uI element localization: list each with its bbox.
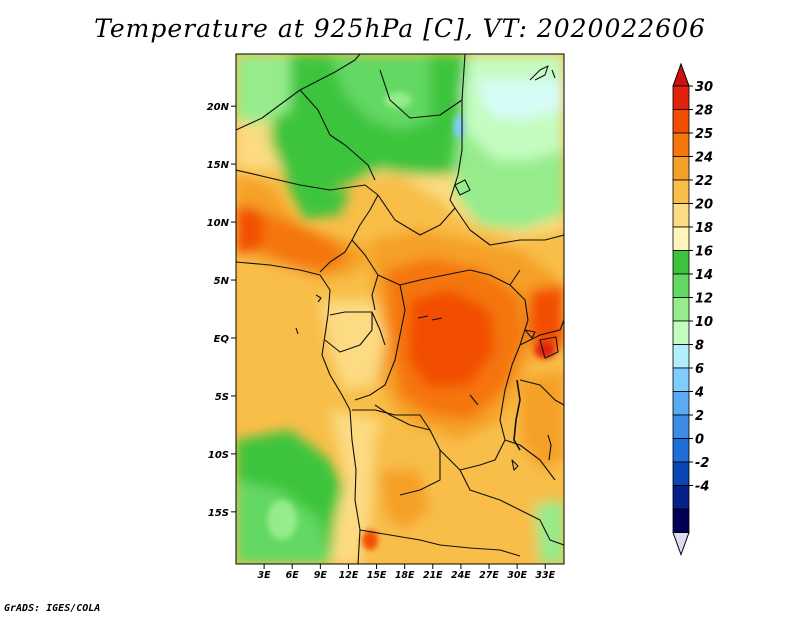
colorbar-label: 12 — [695, 292, 713, 307]
colorbar-label: 14 — [695, 268, 713, 283]
colorbar-label: 16 — [695, 245, 713, 260]
x-tick-label: 18E — [395, 570, 415, 581]
colorbar-segment — [672, 109, 690, 134]
x-axis-labels: 3E 6E 9E 12E 15E 18E 21E 24E 27E 30E 33E — [258, 570, 556, 581]
map-frame — [235, 53, 565, 565]
colorbar-label: 28 — [695, 104, 713, 119]
x-tick-label: 33E — [535, 570, 555, 581]
y-tick-label: 5S — [215, 392, 229, 403]
colorbar-segment — [672, 320, 690, 345]
colorbar-segment — [672, 297, 690, 322]
y-tick-label: 15S — [208, 508, 229, 519]
colorbar-segment — [672, 367, 690, 392]
x-tick-label: 24E — [451, 570, 471, 581]
x-tick-label: 12E — [339, 570, 359, 581]
country-borders — [236, 54, 564, 564]
colorbar-segment — [672, 344, 690, 369]
colorbar-label: 25 — [695, 127, 713, 142]
credit-text: GrADS: IGES/COLA — [4, 603, 101, 614]
colorbar-segment — [672, 438, 690, 463]
colorbar-segment — [672, 250, 690, 275]
map-title: Temperature at 925hPa [C], VT: 202002260… — [94, 14, 706, 43]
colorbar-label: 2 — [695, 409, 704, 424]
colorbar-segment — [672, 132, 690, 157]
colorbar-top-cap — [672, 62, 690, 87]
x-tick-label: 9E — [314, 570, 328, 581]
temperature-field — [236, 54, 564, 564]
y-tick-label: 10S — [208, 450, 229, 461]
colorbar-segment — [672, 391, 690, 416]
x-tick-label: 3E — [258, 570, 272, 581]
y-tick-label: 20N — [207, 102, 230, 113]
colorbar-label: -4 — [695, 480, 709, 495]
x-tick-label: 30E — [507, 570, 527, 581]
colorbar-label: 20 — [695, 198, 713, 213]
colorbar-segment — [672, 179, 690, 204]
y-axis-labels: 20N 15N 10N 5N EQ 5S 10S 15S — [207, 102, 230, 519]
colorbar-segment — [672, 414, 690, 439]
y-tick-label: 10N — [207, 218, 230, 229]
colorbar-segment — [672, 156, 690, 181]
y-tick-label: 5N — [214, 276, 230, 287]
y-tick-label: 15N — [207, 160, 230, 171]
colorbar-label: -2 — [695, 456, 709, 471]
y-tick-label: EQ — [214, 334, 230, 345]
colorbar-label: 22 — [695, 174, 713, 189]
colorbar-segment — [672, 226, 690, 251]
x-tick-label: 27E — [479, 570, 499, 581]
colorbar-label: 8 — [695, 339, 704, 354]
x-tick-label: 21E — [423, 570, 443, 581]
colorbar-label: 30 — [695, 80, 713, 95]
colorbar-segment — [672, 203, 690, 228]
colorbar-label: 6 — [695, 362, 704, 377]
colorbar-label: 4 — [694, 386, 704, 401]
colorbar-label: 24 — [695, 151, 713, 166]
colorbar-bottom-cap — [672, 532, 690, 556]
colorbar-segment — [672, 273, 690, 298]
colorbar-label: 10 — [695, 315, 713, 330]
axis-ticks — [231, 105, 546, 569]
x-tick-label: 15E — [367, 570, 387, 581]
colorbar-segment — [672, 85, 690, 110]
x-tick-label: 6E — [286, 570, 300, 581]
colorbar-label: 0 — [695, 433, 704, 448]
colorbar-segment — [672, 508, 690, 533]
colorbar-segment — [672, 461, 690, 486]
colorbar-segment — [672, 485, 690, 510]
colorbar-label: 18 — [695, 221, 713, 236]
